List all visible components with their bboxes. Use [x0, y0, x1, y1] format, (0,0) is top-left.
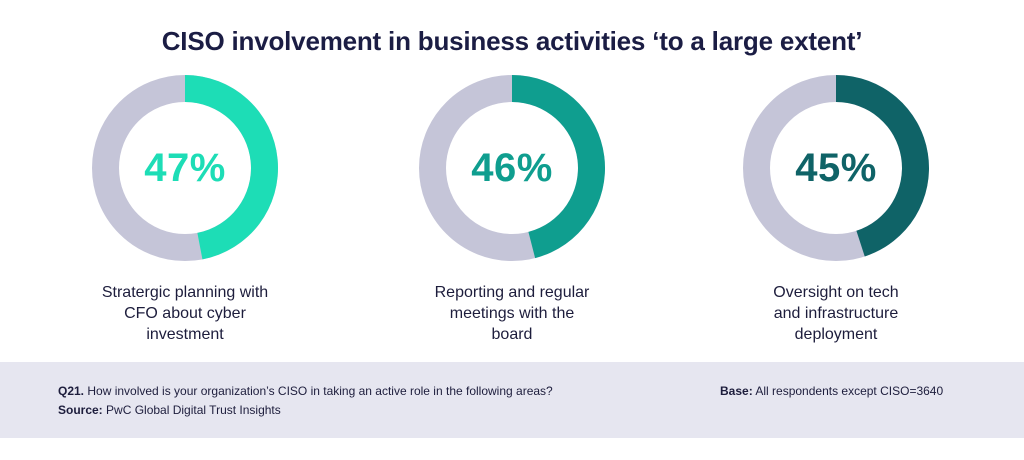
donut-label-line: and infrastructure [773, 305, 899, 322]
footer-question: Q21. How involved is your organization’s… [58, 384, 553, 398]
donut-label-line: investment [146, 326, 224, 343]
donut-chart-1: 47% Stratergic planning with CFO about cyb… [35, 74, 335, 354]
donut-chart-3: 45% Oversight on tech and infrastructure de… [686, 74, 986, 354]
donut-label-line: deployment [794, 326, 878, 343]
donut-label-line: Reporting and regular [434, 284, 590, 301]
donut-percentage: 45% [795, 145, 877, 190]
donut-svg [419, 75, 605, 261]
donut-svg [92, 75, 278, 261]
footer-panel: Q21. How involved is your organization’s… [0, 362, 1024, 438]
footer-base: Base: All respondents except CISO=3640 [720, 384, 943, 398]
source-prefix: Source: [58, 403, 103, 417]
donut-label: Stratergic planning with CFO about cyber i… [75, 282, 295, 345]
donut-value-arc [836, 75, 929, 257]
donut-label-line: Stratergic planning with [101, 284, 269, 301]
donut-label-line: CFO about cyber [124, 305, 246, 322]
donut-label-line: meetings with the [449, 305, 575, 322]
source-text: PwC Global Digital Trust Insights [106, 403, 281, 417]
donut-svg [743, 75, 929, 261]
chart-title: CISO involvement in business activities … [161, 26, 863, 56]
donut-label: Oversight on tech and infrastructure deplo… [726, 282, 946, 345]
donut-value-arc [512, 75, 605, 259]
donut-label-line: board [491, 326, 533, 343]
donut-percentage: 46% [471, 145, 553, 190]
donut-label: Reporting and regular meetings with the bo… [402, 282, 622, 345]
donut-value-arc [185, 75, 278, 260]
donut-percentage: 47% [144, 145, 226, 190]
footer-source: Source: PwC Global Digital Trust Insight… [58, 403, 281, 417]
question-prefix: Q21. [58, 384, 85, 398]
donut-chart-2: 46% Reporting and regular meetings with th… [362, 74, 662, 354]
base-text: All respondents except CISO=3640 [755, 384, 944, 398]
donut-label-line: Oversight on tech [773, 284, 899, 301]
base-prefix: Base: [720, 384, 753, 398]
question-text: How involved is your organization’s CISO… [87, 384, 553, 398]
